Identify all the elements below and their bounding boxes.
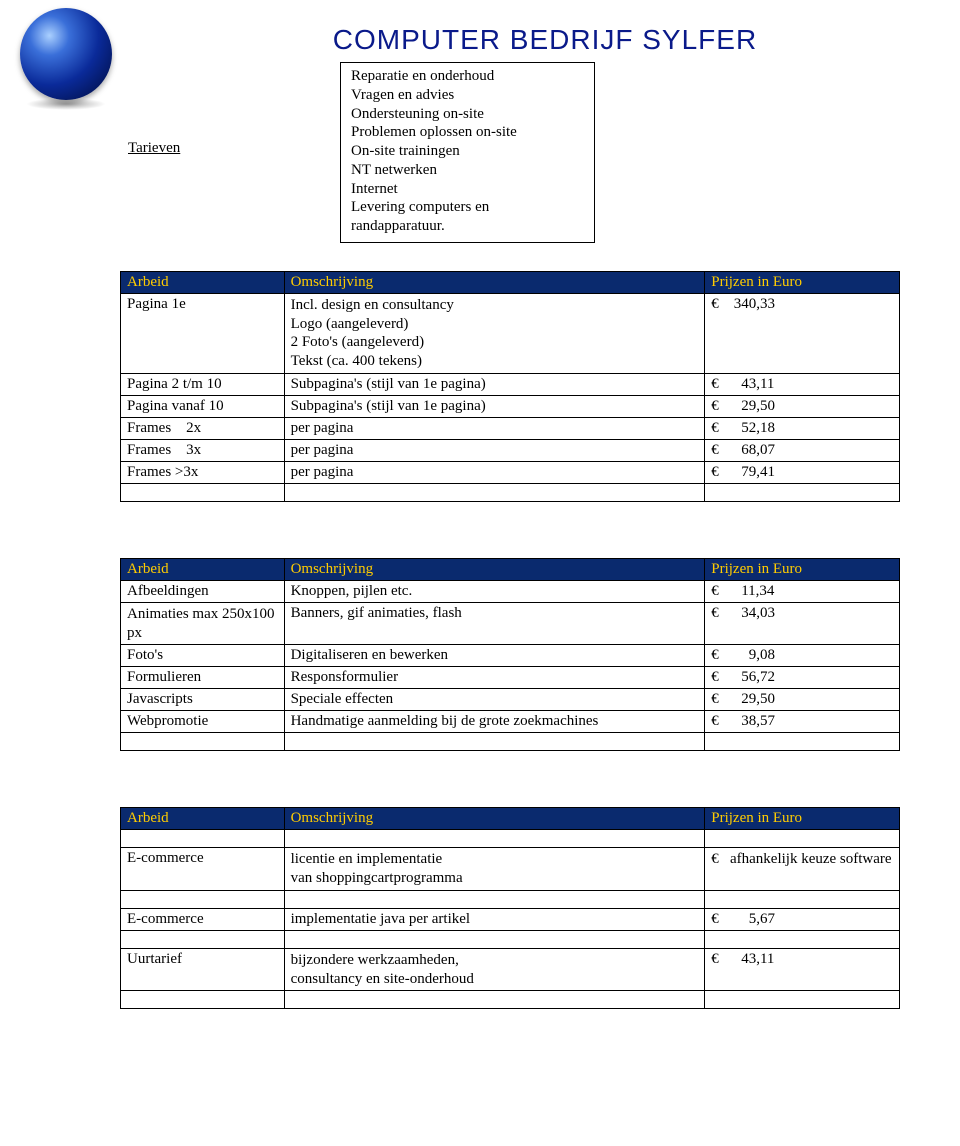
table-row: E-commerce implementatie java per artike… — [121, 908, 900, 930]
col-omschrijving: Omschrijving — [284, 808, 705, 830]
cell-omschrijving: per pagina — [284, 439, 705, 461]
table-row: Uurtarief bijzondere werkzaamheden,consu… — [121, 948, 900, 991]
cell-arbeid: Afbeeldingen — [121, 580, 285, 602]
table-row: Frames 2x per pagina € 52,18 — [121, 417, 900, 439]
cell-arbeid: Webpromotie — [121, 711, 285, 733]
table-row: Frames 3x per pagina € 68,07 — [121, 439, 900, 461]
cell-omschrijving: Handmatige aanmelding bij de grote zoekm… — [284, 711, 705, 733]
cell-arbeid: Frames 3x — [121, 439, 285, 461]
cell-omschrijving: per pagina — [284, 461, 705, 483]
cell-arbeid: Formulieren — [121, 667, 285, 689]
cell-prijs: € 43,11 — [705, 373, 900, 395]
cell-omschrijving: Knoppen, pijlen etc. — [284, 580, 705, 602]
cell-prijs: € 5,67 — [705, 908, 900, 930]
cell-prijs: € 43,11 — [705, 948, 900, 991]
table-row: Foto's Digitaliseren en bewerken € 9,08 — [121, 645, 900, 667]
table-row: Afbeeldingen Knoppen, pijlen etc. € 11,3… — [121, 580, 900, 602]
cell-prijs: € afhankelijk keuze software — [705, 848, 900, 891]
cell-prijs: € 29,50 — [705, 395, 900, 417]
service-line: Reparatie en onderhoud — [351, 67, 584, 86]
cell-prijs: € 34,03 — [705, 602, 900, 645]
table-row: Animaties max 250x100 px Banners, gif an… — [121, 602, 900, 645]
cell-prijs: € 68,07 — [705, 439, 900, 461]
cell-arbeid: Frames 2x — [121, 417, 285, 439]
table-row: Frames >3x per pagina € 79,41 — [121, 461, 900, 483]
cell-arbeid: Animaties max 250x100 px — [121, 602, 285, 645]
table-row-empty — [121, 930, 900, 948]
table-header-row: Arbeid Omschrijving Prijzen in Euro — [121, 271, 900, 293]
cell-prijs: € 29,50 — [705, 689, 900, 711]
table-row: Webpromotie Handmatige aanmelding bij de… — [121, 711, 900, 733]
table-header-row: Arbeid Omschrijving Prijzen in Euro — [121, 808, 900, 830]
cell-omschrijving: per pagina — [284, 417, 705, 439]
cell-arbeid: E-commerce — [121, 908, 285, 930]
services-box: Reparatie en onderhoud Vragen en advies … — [340, 62, 595, 243]
col-arbeid: Arbeid — [121, 558, 285, 580]
cell-omschrijving: Digitaliseren en bewerken — [284, 645, 705, 667]
table-row: Javascripts Speciale effecten € 29,50 — [121, 689, 900, 711]
table-row-empty — [121, 890, 900, 908]
col-omschrijving: Omschrijving — [284, 558, 705, 580]
service-line: Levering computers en randapparatuur. — [351, 198, 584, 236]
cell-arbeid: Foto's — [121, 645, 285, 667]
table-row: Pagina vanaf 10 Subpagina's (stijl van 1… — [121, 395, 900, 417]
col-prijzen: Prijzen in Euro — [705, 808, 900, 830]
header-row: Tarieven Reparatie en onderhoud Vragen e… — [120, 62, 900, 243]
cell-arbeid: Frames >3x — [121, 461, 285, 483]
cell-prijs: € 56,72 — [705, 667, 900, 689]
cell-arbeid: Pagina vanaf 10 — [121, 395, 285, 417]
table-row: E-commerce licentie en implementatievan … — [121, 848, 900, 891]
table-row: Pagina 2 t/m 10 Subpagina's (stijl van 1… — [121, 373, 900, 395]
cell-omschrijving: licentie en implementatievan shoppingcar… — [284, 848, 705, 891]
col-prijzen: Prijzen in Euro — [705, 271, 900, 293]
cell-prijs: € 38,57 — [705, 711, 900, 733]
table-header-row: Arbeid Omschrijving Prijzen in Euro — [121, 558, 900, 580]
table-row: Pagina 1e Incl. design en consultancyLog… — [121, 293, 900, 373]
service-line: On-site trainingen — [351, 142, 584, 161]
table-row-empty — [121, 483, 900, 501]
service-line: Problemen oplossen on-site — [351, 123, 584, 142]
cell-omschrijving: bijzondere werkzaamheden,consultancy en … — [284, 948, 705, 991]
cell-prijs: € 11,34 — [705, 580, 900, 602]
price-table-2: Arbeid Omschrijving Prijzen in Euro Afbe… — [120, 558, 900, 752]
service-line: Vragen en advies — [351, 86, 584, 105]
cell-arbeid: Javascripts — [121, 689, 285, 711]
cell-arbeid: E-commerce — [121, 848, 285, 891]
col-arbeid: Arbeid — [121, 271, 285, 293]
cell-arbeid: Pagina 1e — [121, 293, 285, 373]
cell-prijs: € 340,33 — [705, 293, 900, 373]
cell-omschrijving: Speciale effecten — [284, 689, 705, 711]
cell-arbeid: Pagina 2 t/m 10 — [121, 373, 285, 395]
col-omschrijving: Omschrijving — [284, 271, 705, 293]
cell-prijs: € 52,18 — [705, 417, 900, 439]
cell-omschrijving: Incl. design en consultancyLogo (aangele… — [284, 293, 705, 373]
cell-prijs: € 79,41 — [705, 461, 900, 483]
table-row-empty — [121, 830, 900, 848]
col-arbeid: Arbeid — [121, 808, 285, 830]
cell-omschrijving: Subpagina's (stijl van 1e pagina) — [284, 373, 705, 395]
cell-omschrijving: implementatie java per artikel — [284, 908, 705, 930]
price-table-1: Arbeid Omschrijving Prijzen in Euro Pagi… — [120, 271, 900, 502]
service-line: Internet — [351, 180, 584, 199]
cell-arbeid: Uurtarief — [121, 948, 285, 991]
cell-omschrijving: Responsformulier — [284, 667, 705, 689]
sphere-logo — [20, 8, 140, 128]
service-line: Ondersteuning on-site — [351, 105, 584, 124]
tarieven-heading: Tarieven — [120, 62, 260, 157]
cell-omschrijving: Subpagina's (stijl van 1e pagina) — [284, 395, 705, 417]
brand-title: COMPUTER BEDRIJF SYLFER — [190, 24, 900, 56]
table-row: Formulieren Responsformulier € 56,72 — [121, 667, 900, 689]
cell-prijs: € 9,08 — [705, 645, 900, 667]
table-row-empty — [121, 991, 900, 1009]
table-row-empty — [121, 733, 900, 751]
page: COMPUTER BEDRIJF SYLFER Tarieven Reparat… — [0, 0, 960, 1105]
service-line: NT netwerken — [351, 161, 584, 180]
cell-omschrijving: Banners, gif animaties, flash — [284, 602, 705, 645]
price-table-3: Arbeid Omschrijving Prijzen in Euro E-co… — [120, 807, 900, 1009]
col-prijzen: Prijzen in Euro — [705, 558, 900, 580]
